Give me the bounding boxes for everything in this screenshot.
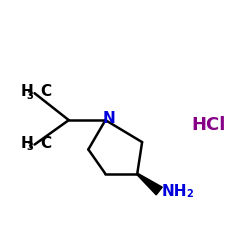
- Text: H: H: [20, 84, 33, 100]
- Text: HCl: HCl: [191, 116, 225, 134]
- Text: C: C: [40, 84, 51, 100]
- Text: NH: NH: [162, 184, 187, 198]
- Text: 3: 3: [26, 91, 33, 101]
- Text: C: C: [40, 136, 51, 151]
- Text: 2: 2: [186, 189, 193, 199]
- Text: N: N: [103, 112, 116, 126]
- Text: 3: 3: [26, 142, 33, 152]
- Polygon shape: [137, 173, 162, 195]
- Text: H: H: [20, 136, 33, 151]
